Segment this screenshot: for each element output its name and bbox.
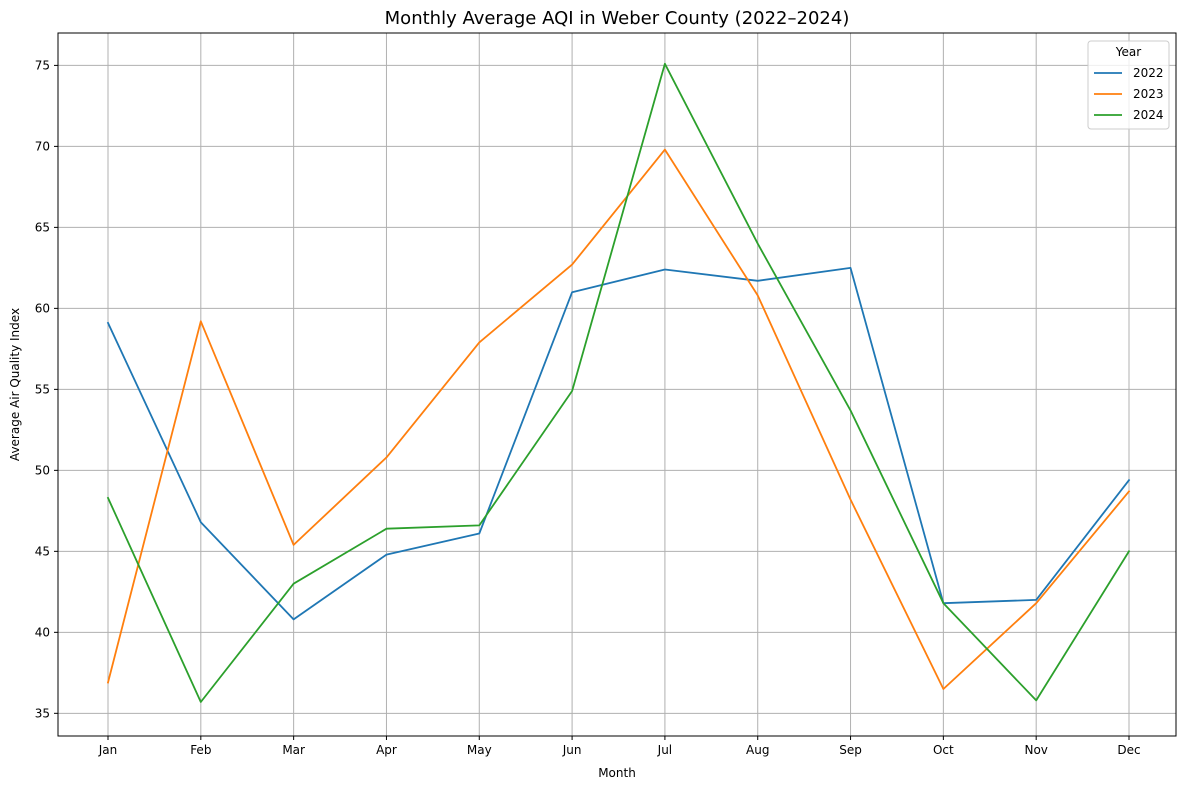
y-tick-label: 60 [35,301,50,315]
legend-title: Year [1115,45,1141,59]
x-tick-label: Aug [746,743,769,757]
x-tick-label: Nov [1024,743,1047,757]
y-tick-label: 40 [35,625,50,639]
x-tick-label: Oct [933,743,954,757]
x-tick-label: May [467,743,492,757]
x-tick-label: Jul [657,743,672,757]
x-tick-label: Jun [562,743,582,757]
legend-items: 2022 2023 2024 [1094,66,1164,122]
legend-label-2024: 2024 [1133,108,1164,122]
chart-title: Monthly Average AQI in Weber County (202… [385,8,850,29]
legend-label-2023: 2023 [1133,87,1164,101]
x-tick-label: Mar [282,743,305,757]
y-tick-label: 75 [35,58,50,72]
y-tick-label: 50 [35,463,50,477]
y-tick-label: 70 [35,139,50,153]
legend-box [1087,40,1170,130]
y-tick-label: 45 [35,544,50,558]
y-tick-label: 55 [35,382,50,396]
series-line-2022 [106,266,1131,621]
y-tick-label: 65 [35,220,50,234]
series-line-2024 [106,62,1131,703]
y-tick-label: 35 [35,706,50,720]
x-tick-label: Sep [839,743,862,757]
grid-layer [58,33,1176,736]
legend: Year 2022 2023 2024 [1087,40,1170,130]
x-tick-label: Jan [98,743,118,757]
y-axis-title: Average Air Quality Index [8,308,22,461]
legend-label-2022: 2022 [1133,66,1164,80]
series-line-2023 [106,148,1131,690]
tick-layer: Jan Feb Mar Apr May Jun Jul Aug Sep Oct Nov Dec 35 40… [35,58,1141,757]
x-tick-label: Feb [190,743,211,757]
x-tick-label: Dec [1117,743,1140,757]
x-tick-label: Apr [376,743,397,757]
x-axis-title: Month [598,766,636,780]
series-layer [106,62,1131,703]
plot-area-frame [57,32,1177,737]
